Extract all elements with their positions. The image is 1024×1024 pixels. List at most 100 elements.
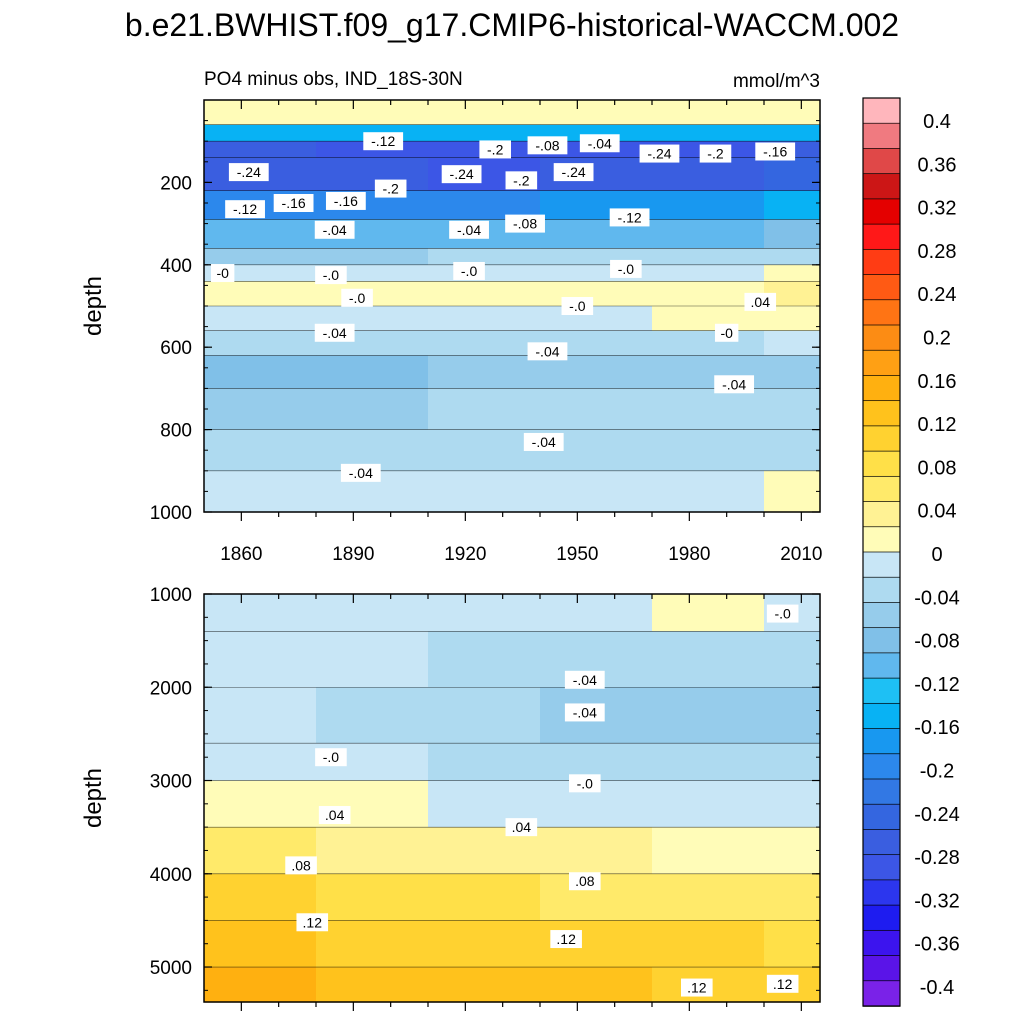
contour-label: -.24 bbox=[553, 163, 594, 182]
contour-label: .04 bbox=[744, 292, 777, 311]
contour-label-text: -.24 bbox=[562, 164, 586, 180]
contour-label-text: -.0 bbox=[569, 298, 586, 314]
contour-label-box bbox=[314, 323, 355, 342]
heatmap-cell bbox=[428, 687, 541, 744]
contour-label-text: -.2 bbox=[513, 172, 530, 188]
y-tick-label: 200 bbox=[160, 173, 192, 194]
contour-label: -.0 bbox=[766, 604, 799, 623]
colorbar-swatch bbox=[862, 475, 901, 503]
heatmap-cell bbox=[652, 780, 765, 828]
x-tick-label: 2010 bbox=[780, 544, 822, 565]
heatmap-cell bbox=[652, 330, 765, 357]
contour-label-box bbox=[714, 323, 739, 342]
heatmap-cell bbox=[204, 780, 317, 828]
contour-label: .04 bbox=[318, 806, 351, 825]
heatmap-cell bbox=[652, 429, 765, 472]
contour-label-text: .08 bbox=[575, 873, 595, 889]
heatmap-cell bbox=[764, 190, 821, 221]
contour-label-box bbox=[744, 292, 777, 311]
y-tick-label: 800 bbox=[160, 421, 192, 442]
contour-label: -.24 bbox=[228, 163, 269, 182]
contour-label: -.08 bbox=[527, 136, 568, 155]
colorbar-swatch bbox=[862, 501, 901, 528]
heatmap-cell bbox=[764, 780, 821, 828]
heatmap-cell bbox=[652, 248, 765, 266]
contour-label-text: -.04 bbox=[535, 343, 559, 359]
heatmap-cell bbox=[428, 330, 541, 357]
contour-label-box bbox=[569, 872, 601, 891]
heatmap-cell bbox=[540, 306, 653, 332]
colorbar-swatch bbox=[862, 702, 901, 730]
heatmap-cell bbox=[764, 631, 821, 688]
heatmap-cell bbox=[540, 594, 653, 632]
contour-label-box bbox=[318, 806, 351, 825]
colorbar-swatch bbox=[862, 122, 901, 150]
heatmap-cell bbox=[652, 873, 765, 921]
contour-label-text: -.16 bbox=[282, 195, 306, 211]
heatmap-cell bbox=[764, 330, 821, 357]
heatmap-cell bbox=[204, 100, 317, 126]
contour-label-text: -.16 bbox=[763, 144, 787, 160]
colorbar-swatch bbox=[862, 97, 901, 124]
contour-label-text: -.0 bbox=[323, 267, 340, 283]
contour-label-text: -.04 bbox=[457, 222, 481, 238]
heatmap-cell bbox=[764, 873, 821, 921]
heatmap-cell bbox=[764, 248, 821, 266]
colorbar-label: -0.04 bbox=[914, 587, 960, 609]
contour-label-text: -.08 bbox=[535, 137, 559, 153]
upper-y-axis-label: depth bbox=[80, 276, 107, 336]
lower-y-axis-label: depth bbox=[80, 768, 107, 828]
colorbar-label: -0.08 bbox=[914, 631, 960, 653]
colorbar-label: 0.24 bbox=[918, 284, 957, 306]
contour-label-text: .04 bbox=[751, 294, 771, 310]
colorbar-label: -0.28 bbox=[914, 847, 960, 869]
heatmap-cell bbox=[316, 827, 429, 875]
contour-label: -.04 bbox=[523, 432, 564, 451]
contour-label: .12 bbox=[681, 978, 713, 997]
contour-label: -.0 bbox=[315, 748, 347, 767]
contour-label: -.24 bbox=[639, 144, 680, 163]
heatmap-cell bbox=[540, 388, 653, 431]
heatmap-cell bbox=[316, 157, 429, 192]
contour-label: -.2 bbox=[374, 179, 407, 198]
heatmap-cell bbox=[204, 429, 317, 472]
heatmap-cell bbox=[540, 100, 653, 126]
contour-label-text: -.0 bbox=[323, 749, 340, 765]
colorbar-swatch bbox=[862, 728, 901, 755]
contour-label-box bbox=[755, 142, 796, 161]
colorbar-label: -0.16 bbox=[914, 717, 960, 739]
heatmap-cell bbox=[316, 355, 429, 389]
contour-label: .12 bbox=[550, 930, 582, 949]
contour-label: -.0 bbox=[453, 261, 485, 280]
heatmap-cell bbox=[652, 920, 765, 968]
colorbar-label: 0.12 bbox=[918, 414, 957, 436]
contour-label: -.0 bbox=[561, 297, 594, 315]
heatmap-cell bbox=[652, 470, 765, 513]
colorbar-label: -0.2 bbox=[920, 761, 954, 783]
contour-label-text: -.24 bbox=[237, 164, 261, 180]
y-tick-label: 1000 bbox=[150, 585, 192, 606]
colorbar-swatch bbox=[862, 854, 901, 881]
contour-label-text: .04 bbox=[512, 819, 532, 835]
heatmap-cell bbox=[316, 967, 429, 1003]
heatmap-cell bbox=[764, 470, 821, 513]
contour-label-text: -.12 bbox=[618, 209, 642, 225]
colorbar-label: -0.24 bbox=[914, 804, 960, 826]
heatmap-cell bbox=[540, 124, 653, 142]
contour-label: -.04 bbox=[527, 342, 568, 361]
contour-label-text: -.04 bbox=[323, 325, 347, 341]
colorbar-swatch bbox=[862, 198, 901, 225]
contour-label-box bbox=[505, 171, 538, 190]
lower-axes: 1000 2000 3000 4000 5000 bbox=[150, 585, 820, 1011]
heatmap-cell bbox=[204, 388, 317, 431]
contour-label-box bbox=[505, 818, 538, 837]
contour-label-box bbox=[681, 978, 713, 997]
contour-label-box bbox=[699, 144, 732, 163]
contour-label-text: -.04 bbox=[573, 704, 597, 720]
contour-label: -.08 bbox=[505, 214, 545, 233]
heatmap-cell bbox=[652, 743, 765, 782]
heatmap-cell bbox=[204, 330, 317, 357]
heatmap-cell bbox=[316, 873, 429, 921]
colorbar-swatch bbox=[862, 551, 901, 578]
heatmap-cell bbox=[204, 281, 317, 307]
